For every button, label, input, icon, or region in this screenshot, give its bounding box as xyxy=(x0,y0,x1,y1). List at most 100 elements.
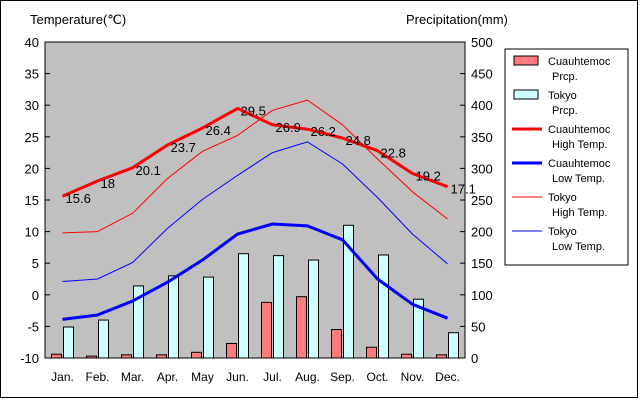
data-label: 15.6 xyxy=(66,191,91,206)
legend-sublabel: Low Temp. xyxy=(552,173,605,185)
legend-sublabel: High Temp. xyxy=(552,207,607,219)
precipitation-bars xyxy=(51,224,459,359)
bar-tokyo-precip xyxy=(133,285,144,359)
bar-tokyo-precip xyxy=(413,298,424,359)
bar-tokyo-precip xyxy=(343,224,354,359)
legend-label: Cuauhtemoc xyxy=(548,56,611,68)
legend-sublabel: Prcp. xyxy=(552,105,578,117)
x-tick-label: Jan. xyxy=(51,370,74,384)
legend-sublabel: High Temp. xyxy=(552,139,607,151)
left-tick-label: 5 xyxy=(32,256,39,271)
plot-area xyxy=(44,41,466,359)
left-tick-label: 15 xyxy=(25,193,39,208)
bar-cuauhtemoc-precip xyxy=(436,354,447,359)
data-label: 29.5 xyxy=(241,103,266,118)
right-tick-label: 300 xyxy=(471,161,493,176)
left-axis-ticks: -10 -5 0 5 10 15 20 25 30 35 40 xyxy=(20,35,50,366)
legend-label: Tokyo xyxy=(548,90,577,102)
x-tick-label: Nov. xyxy=(401,370,425,384)
data-label: 22.8 xyxy=(381,146,406,161)
line-series-3 xyxy=(62,141,448,282)
legend-swatch xyxy=(513,55,539,66)
bar-cuauhtemoc-precip xyxy=(191,351,202,359)
right-tick-label: 500 xyxy=(471,35,493,50)
left-tick-label: -10 xyxy=(20,351,39,366)
right-tick-label: 100 xyxy=(471,288,493,303)
bar-cuauhtemoc-precip xyxy=(331,329,342,359)
data-label: 19.2 xyxy=(416,168,441,183)
bar-cuauhtemoc-precip xyxy=(366,346,377,359)
x-tick-label: Dec. xyxy=(435,370,460,384)
data-label: 23.7 xyxy=(171,140,196,155)
bar-cuauhtemoc-precip xyxy=(51,353,62,359)
line-series-0 xyxy=(61,106,449,198)
x-axis-ticks: Jan. Feb. Mar. Apr. May Jun. Jul. Aug. Sep. Oct. N… xyxy=(51,370,460,384)
left-tick-label: 35 xyxy=(25,67,39,82)
left-tick-label: -5 xyxy=(27,319,39,334)
line-series-2 xyxy=(62,99,448,234)
line-series-1 xyxy=(62,222,449,321)
legend: Cuauhtemoc Prcp. Tokyo Prcp. Cuauhtemoc High … xyxy=(512,55,611,253)
x-tick-label: Jul. xyxy=(263,370,282,384)
data-label: 17.1 xyxy=(451,182,476,197)
temperature-lines xyxy=(61,99,449,321)
legend-swatch xyxy=(513,89,539,100)
x-tick-label: Jun. xyxy=(226,370,249,384)
legend-label: Tokyo xyxy=(548,192,577,204)
right-tick-label: 0 xyxy=(471,351,478,366)
x-tick-label: May xyxy=(191,370,214,384)
bar-tokyo-precip xyxy=(63,326,74,359)
right-axis-title: Precipitation(mm) xyxy=(406,12,508,27)
bar-cuauhtemoc-precip xyxy=(261,301,272,359)
bar-cuauhtemoc-precip xyxy=(401,353,412,359)
data-label: 26.4 xyxy=(206,123,231,138)
bar-tokyo-precip xyxy=(98,319,109,359)
legend-label: Cuauhtemoc xyxy=(548,158,611,170)
legend-sublabel: Low Temp. xyxy=(552,241,605,253)
bar-tokyo-precip xyxy=(273,255,284,359)
legend-label: Cuauhtemoc xyxy=(548,124,611,136)
legend-label: Tokyo xyxy=(548,226,577,238)
left-tick-label: 0 xyxy=(32,288,39,303)
data-label: 26.9 xyxy=(276,120,301,135)
bar-cuauhtemoc-precip xyxy=(86,355,97,359)
legend-sublabel: Prcp. xyxy=(552,71,578,83)
left-tick-label: 20 xyxy=(25,161,39,176)
right-axis-ticks: 0 50 100 150 200 250 300 350 400 450 500 xyxy=(460,35,493,366)
left-tick-label: 25 xyxy=(25,130,39,145)
bar-tokyo-precip xyxy=(378,254,389,359)
data-label: 20.1 xyxy=(136,163,161,178)
right-tick-label: 450 xyxy=(471,67,493,82)
right-tick-label: 350 xyxy=(471,130,493,145)
bar-tokyo-precip xyxy=(238,253,249,359)
right-tick-label: 200 xyxy=(471,225,493,240)
right-tick-label: 150 xyxy=(471,256,493,271)
right-tick-label: 250 xyxy=(471,193,493,208)
data-label: 24.8 xyxy=(346,133,371,148)
bar-cuauhtemoc-precip xyxy=(156,354,167,359)
x-tick-label: Apr. xyxy=(157,370,178,384)
bar-cuauhtemoc-precip xyxy=(226,342,237,359)
left-tick-label: 30 xyxy=(25,98,39,113)
bar-cuauhtemoc-precip xyxy=(296,296,307,359)
data-label: 26.2 xyxy=(311,124,336,139)
bar-cuauhtemoc-precip xyxy=(121,354,132,359)
bar-tokyo-precip xyxy=(448,332,459,359)
right-tick-label: 400 xyxy=(471,98,493,113)
x-tick-label: Aug. xyxy=(295,370,320,384)
right-tick-label: 50 xyxy=(471,319,485,334)
bar-tokyo-precip xyxy=(203,276,214,359)
x-tick-label: Oct. xyxy=(366,370,388,384)
bar-tokyo-precip xyxy=(168,275,179,359)
data-label: 18 xyxy=(101,176,115,191)
x-tick-label: Mar. xyxy=(121,370,144,384)
data-labels: 15.6 18 20.1 23.7 26.4 29.5 26.9 26.2 24.8 22.8 19… xyxy=(66,103,476,206)
x-tick-label: Feb. xyxy=(85,370,109,384)
legend-box xyxy=(504,48,629,266)
bar-tokyo-precip xyxy=(308,259,319,359)
left-tick-label: 40 xyxy=(25,35,39,50)
x-tick-label: Sep. xyxy=(330,370,355,384)
left-axis-title: Temperature(℃) xyxy=(30,12,126,27)
